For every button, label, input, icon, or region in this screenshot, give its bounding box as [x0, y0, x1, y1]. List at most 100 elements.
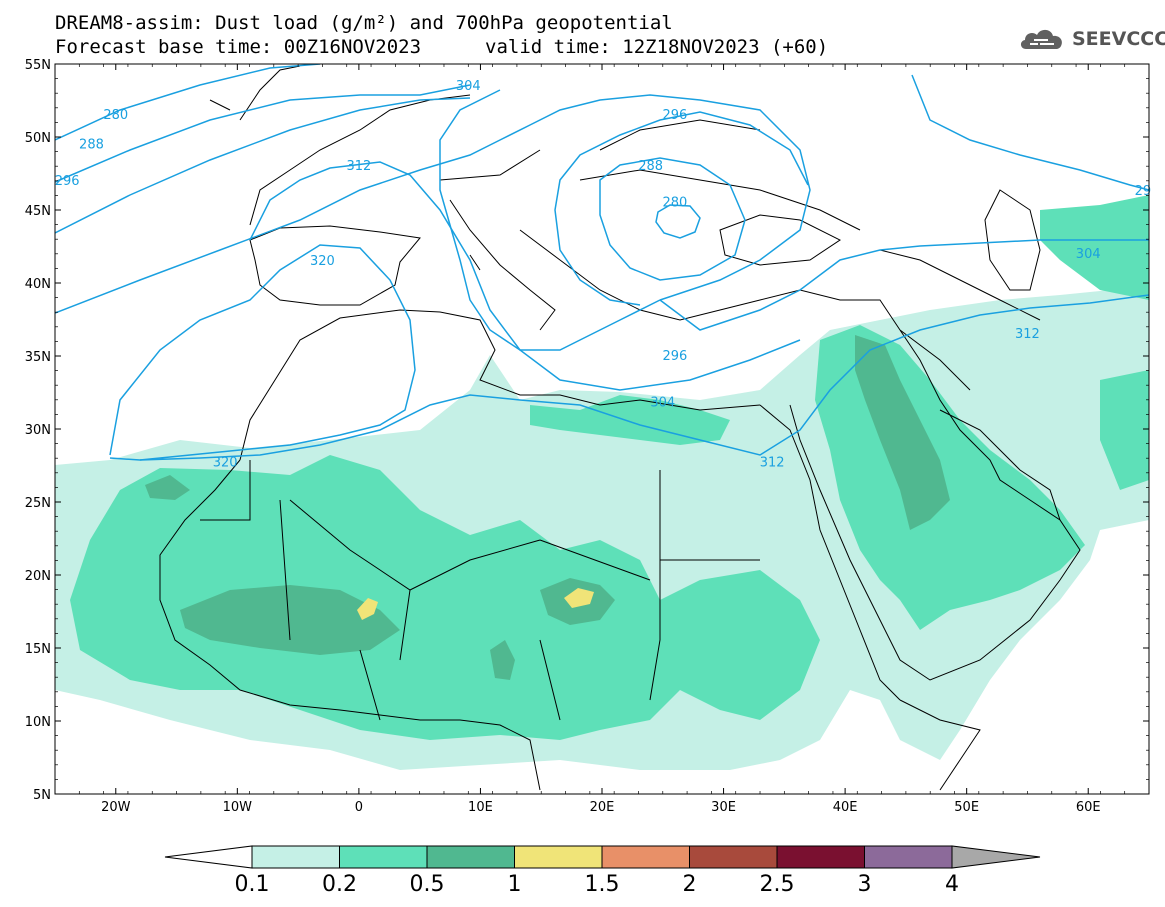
coastline-iberia [249, 225, 421, 306]
contour-label: 320 [310, 254, 335, 269]
coastline-arabia [789, 329, 1081, 681]
dust-layer-0.5 [180, 585, 400, 655]
contour-labels: 280 288 296 304 312 320 296 288 280 296 304 312 320 3… [55, 79, 1151, 471]
lat-tick-label: 20N [25, 569, 51, 584]
coastline-north-africa [239, 309, 761, 461]
colorbar-segment [251, 845, 340, 869]
contour-288-east [599, 157, 746, 281]
contour-label: 304 [650, 396, 675, 411]
dust-layer-0.5-arabia [855, 335, 950, 530]
coastline-horn-africa [899, 699, 981, 791]
colorbar-label: 0.2 [322, 872, 357, 897]
colorbar-segment [689, 845, 778, 869]
colorbar-label: 2 [683, 872, 697, 897]
geopotential-contours [55, 64, 1149, 461]
forecast-base-time: Forecast base time: 00Z16NOV2023 [55, 36, 422, 58]
lon-tick-label: 10E [468, 800, 493, 815]
contour-label: 296 [663, 108, 688, 123]
longitude-axis: 20W 10W 0 10E 20E 30E 40E 50E 60E [54, 64, 1150, 815]
contour-296-east [554, 111, 809, 306]
dust-layer-1-mali [357, 598, 378, 620]
dust-layer-0.2-north-africa [530, 395, 730, 445]
coastline-red-sea [759, 404, 901, 701]
lat-tick-label: 15N [25, 642, 51, 657]
contour-320 [109, 244, 416, 461]
lat-tick-label: 25N [25, 496, 51, 511]
colorbar-segment [776, 845, 865, 869]
dust-layer-1-chad [564, 588, 594, 608]
contour-label: 296 [663, 349, 688, 364]
colorbar-label: 4 [945, 872, 959, 897]
lon-tick-label: 0 [355, 800, 363, 815]
seevccc-logo: SEEVCCC [1018, 25, 1165, 53]
lat-tick-label: 40N [25, 277, 51, 292]
contour-304-east [659, 239, 1149, 331]
lat-tick-label: 5N [33, 788, 51, 803]
colorbar-over-triangle [951, 845, 1041, 869]
contour-label: 280 [103, 108, 128, 123]
contour-296-far-east [911, 74, 1149, 191]
colorbar-label: 0.1 [235, 872, 270, 897]
latitude-axis: 55N 50N 45N 40N 35N 30N 25N 20N 15N 10N 5N [25, 58, 1149, 803]
lat-tick-label: 50N [25, 131, 51, 146]
dust-layer-0.5-morocco [145, 475, 190, 500]
colorbar-segment [601, 845, 690, 869]
contour-312-west [249, 161, 801, 391]
lon-tick-label: 20W [101, 800, 131, 815]
lon-tick-label: 30E [711, 800, 736, 815]
contour-304 [55, 89, 811, 351]
colorbar-label: 3 [858, 872, 872, 897]
valid-time: valid time: 12Z18NOV2023 (+60) [485, 36, 829, 58]
dust-layer-0.5-niger [490, 640, 515, 680]
contour-280-west [55, 64, 321, 141]
dust-shading [55, 195, 1149, 770]
contour-label: 320 [213, 456, 238, 471]
coastlines [159, 65, 1081, 791]
lat-tick-label: 45N [25, 204, 51, 219]
colorbar: 0.1 0.2 0.5 1 1.5 2 2.5 3 4 [164, 845, 1041, 897]
cloud-icon [1020, 29, 1062, 49]
lat-tick-label: 30N [25, 423, 51, 438]
contour-label: 312 [1015, 327, 1040, 342]
colorbar-segment [339, 845, 428, 869]
lat-tick-label: 55N [25, 58, 51, 73]
coastline-west-africa [159, 459, 541, 791]
borders-europe-asia [439, 119, 1041, 391]
coastline-caspian [984, 189, 1041, 291]
lat-tick-label: 10N [25, 715, 51, 730]
contour-280-east [655, 204, 701, 239]
colorbar-segment [514, 845, 603, 869]
contour-label: 288 [638, 159, 663, 174]
contour-label: 304 [456, 79, 481, 94]
colorbar-label: 1 [508, 872, 522, 897]
lon-tick-label: 20E [590, 800, 615, 815]
borders-africa [200, 460, 760, 721]
colorbar-label: 2.5 [760, 872, 795, 897]
coastline-balkans-turkey [519, 169, 901, 331]
lon-tick-label: 10W [223, 800, 253, 815]
lat-tick-label: 35N [25, 350, 51, 365]
contour-label: 312 [346, 159, 371, 174]
lon-tick-label: 50E [954, 800, 979, 815]
contour-296-west [55, 97, 471, 234]
dust-layer-0.2-iran [1100, 370, 1149, 490]
lon-tick-label: 60E [1076, 800, 1101, 815]
colorbar-segment [864, 845, 953, 869]
contour-label: 304 [1076, 247, 1101, 262]
contour-label: 288 [79, 137, 104, 152]
colorbar-segment [426, 845, 515, 869]
dust-layer-0.2 [70, 455, 820, 740]
coastline-italy [449, 199, 556, 331]
contour-288-west [55, 84, 471, 183]
map-title: DREAM8-assim: Dust load (g/m²) and 700hP… [55, 12, 673, 34]
logo-text: SEEVCCC [1072, 28, 1165, 50]
colorbar-label: 1.5 [585, 872, 620, 897]
contour-label: 312 [760, 456, 785, 471]
contour-label: 296 [55, 174, 80, 189]
coastline-france-uk [209, 65, 471, 226]
colorbar-label: 0.5 [410, 872, 445, 897]
dust-layer-0.2-caspian [1040, 195, 1149, 300]
contour-label: 280 [663, 196, 688, 211]
coastline-black-sea [719, 214, 841, 266]
